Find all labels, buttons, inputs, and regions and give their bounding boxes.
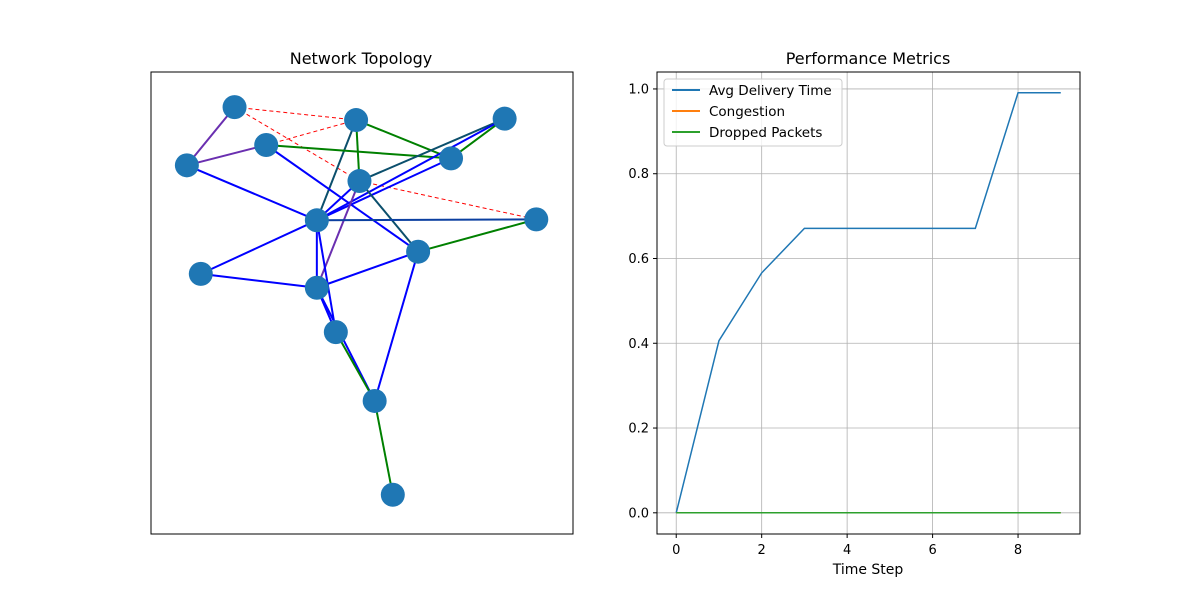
y-tick-label: 0.2	[628, 422, 649, 437]
network-edge	[315, 119, 358, 221]
network-edge	[355, 119, 452, 160]
network-node	[380, 482, 405, 507]
y-tick-label: 0.8	[628, 167, 649, 182]
x-tick-label: 4	[843, 543, 851, 558]
network-edge	[186, 144, 267, 167]
network-edge	[316, 117, 506, 222]
network-topology-title: Network Topology	[290, 49, 433, 68]
network-edge	[234, 106, 360, 182]
network-node	[174, 153, 199, 178]
network-topology-panel: Network Topology	[150, 49, 574, 535]
network-axes-frame	[150, 71, 574, 535]
performance-x-axis-label: Time Step	[832, 562, 904, 578]
network-edge	[316, 250, 419, 289]
network-node	[439, 146, 464, 171]
network-edge	[358, 180, 419, 253]
network-edge	[234, 106, 357, 121]
network-node	[304, 208, 329, 233]
network-node	[188, 261, 213, 286]
network-edge	[265, 144, 419, 253]
legend-box	[663, 78, 843, 147]
network-node	[492, 106, 517, 131]
network-edge	[186, 164, 318, 222]
legend-label-dropped-packets: Dropped Packets	[709, 125, 822, 141]
network-edge	[186, 106, 236, 166]
y-tick-label: 1.0	[628, 82, 649, 97]
legend-label-avg-delivery-time: Avg Delivery Time	[709, 83, 832, 99]
x-tick-label: 2	[758, 543, 766, 558]
performance-metrics-title: Performance Metrics	[786, 49, 951, 68]
network-node	[323, 320, 348, 345]
network-node	[406, 239, 431, 264]
network-edge	[315, 220, 337, 333]
network-node	[222, 95, 247, 120]
performance-series	[675, 92, 1061, 514]
network-node	[254, 132, 279, 157]
performance-x-ticks: 0 2 4 6 8	[672, 534, 1022, 558]
network-edge	[334, 331, 376, 402]
network-edges	[186, 106, 537, 495]
x-tick-label: 0	[672, 543, 680, 558]
network-edge	[266, 119, 357, 146]
network-edge	[266, 143, 452, 160]
network-node	[524, 207, 549, 232]
network-edge	[200, 272, 317, 289]
network-node	[344, 108, 369, 133]
network-edge	[316, 157, 452, 222]
y-tick-label: 0.0	[628, 506, 649, 521]
network-node	[347, 169, 372, 194]
network-edge	[417, 218, 537, 253]
legend-label-congestion: Congestion	[709, 104, 785, 120]
y-tick-label: 0.6	[628, 252, 649, 267]
performance-legend: Avg Delivery Time Congestion Dropped Pac…	[663, 78, 843, 147]
network-node	[304, 275, 329, 300]
performance-axes-frame	[656, 71, 1081, 535]
network-edge	[315, 180, 361, 289]
network-nodes	[174, 95, 549, 507]
series-line-avg-delivery-time	[675, 92, 1061, 513]
performance-y-ticks: 0.0 0.2 0.4 0.6 0.8 1.0	[628, 82, 657, 521]
network-node	[362, 388, 387, 413]
y-tick-label: 0.4	[628, 337, 649, 352]
x-tick-label: 6	[928, 543, 936, 558]
network-edge	[359, 117, 506, 182]
network-edge	[316, 218, 537, 222]
network-edge	[373, 400, 394, 495]
network-edge	[373, 251, 420, 402]
network-edge	[200, 219, 318, 275]
x-tick-label: 8	[1014, 543, 1022, 558]
